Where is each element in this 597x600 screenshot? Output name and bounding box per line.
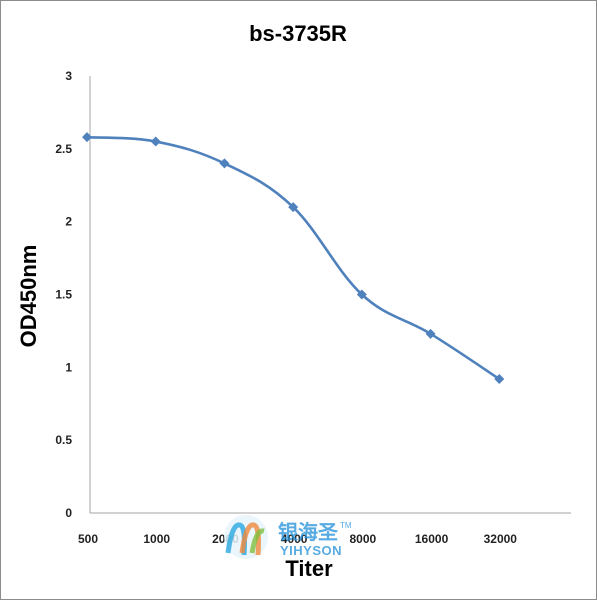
x-tick-label: 500 — [78, 532, 98, 546]
watermark: 银海圣 TM YIHYSON — [224, 515, 352, 559]
data-point-500 — [82, 132, 92, 143]
series-group — [82, 132, 505, 384]
watermark-brand-en: YIHYSON — [280, 543, 342, 558]
y-tick-label: 1 — [65, 360, 72, 374]
watermark-logo-icon — [224, 515, 268, 559]
y-tick-label: 3 — [65, 69, 72, 83]
watermark-brand-cn: 银海圣 — [278, 520, 339, 544]
y-tick-labels: 0 0.5 1 1.5 2 2.5 3 — [55, 69, 72, 520]
x-tick-labels: 50010002000400080001600032000 — [78, 532, 517, 546]
x-tick-label: 16000 — [415, 532, 449, 546]
data-point-16000 — [425, 328, 436, 339]
x-axis-title: Titer — [285, 556, 333, 581]
y-tick-label: 1.5 — [55, 288, 72, 302]
y-axis-title: OD450nm — [16, 245, 41, 348]
data-point-2000 — [219, 158, 230, 169]
x-tick-label: 4000 — [281, 532, 308, 546]
data-point-8000 — [356, 289, 367, 300]
data-point-32000 — [494, 373, 505, 384]
y-tick-label: 0.5 — [55, 433, 72, 447]
chart-title: bs-3735R — [249, 21, 347, 46]
watermark-tm: TM — [340, 521, 352, 530]
series-line — [86, 135, 501, 381]
y-tick-label: 2.5 — [55, 142, 72, 156]
x-tick-label: 1000 — [143, 532, 170, 546]
x-tick-label: 32000 — [484, 532, 518, 546]
x-tick-label: 8000 — [350, 532, 377, 546]
y-tick-label: 0 — [65, 506, 72, 520]
y-tick-label: 2 — [65, 215, 72, 229]
data-point-1000 — [150, 136, 161, 147]
data-point-4000 — [288, 202, 299, 213]
